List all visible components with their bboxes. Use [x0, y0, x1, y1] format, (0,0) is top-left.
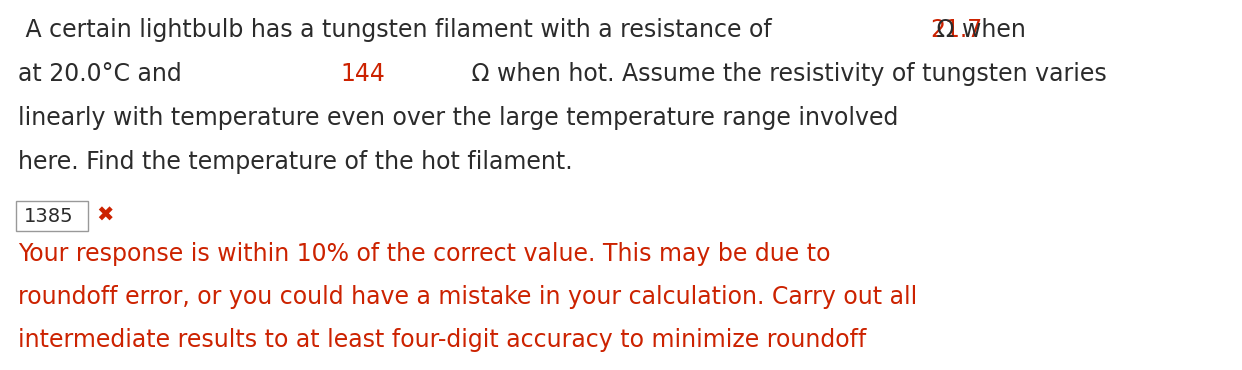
- Text: Your response is within 10% of the correct value. This may be due to: Your response is within 10% of the corre…: [17, 242, 831, 266]
- Text: 21.7: 21.7: [930, 18, 982, 42]
- Text: Ω when: Ω when: [929, 18, 1026, 42]
- Text: linearly with temperature even over the large temperature range involved: linearly with temperature even over the …: [17, 106, 898, 130]
- FancyBboxPatch shape: [15, 201, 88, 231]
- Text: at 20.0°C and: at 20.0°C and: [17, 62, 189, 86]
- Text: A certain lightbulb has a tungsten filament with a resistance of: A certain lightbulb has a tungsten filam…: [17, 18, 779, 42]
- Text: 144: 144: [340, 62, 385, 86]
- Text: ✖: ✖: [96, 206, 113, 226]
- Text: Ω when hot. Assume the resistivity of tungsten varies: Ω when hot. Assume the resistivity of tu…: [465, 62, 1107, 86]
- Text: 1385: 1385: [24, 206, 73, 225]
- Text: intermediate results to at least four-digit accuracy to minimize roundoff: intermediate results to at least four-di…: [17, 328, 867, 352]
- Text: here. Find the temperature of the hot filament.: here. Find the temperature of the hot fi…: [17, 150, 573, 174]
- Text: roundoff error, or you could have a mistake in your calculation. Carry out all: roundoff error, or you could have a mist…: [17, 285, 918, 309]
